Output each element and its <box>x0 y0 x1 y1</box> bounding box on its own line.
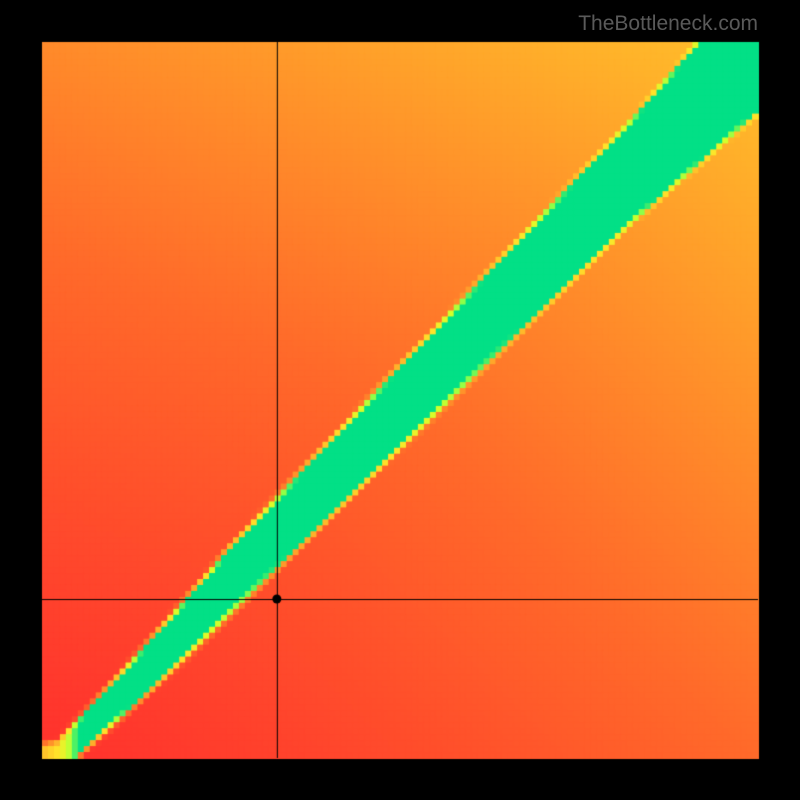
watermark-text: TheBottleneck.com <box>578 12 758 36</box>
chart-container: TheBottleneck.com <box>0 0 800 800</box>
bottleneck-heatmap <box>0 0 800 800</box>
